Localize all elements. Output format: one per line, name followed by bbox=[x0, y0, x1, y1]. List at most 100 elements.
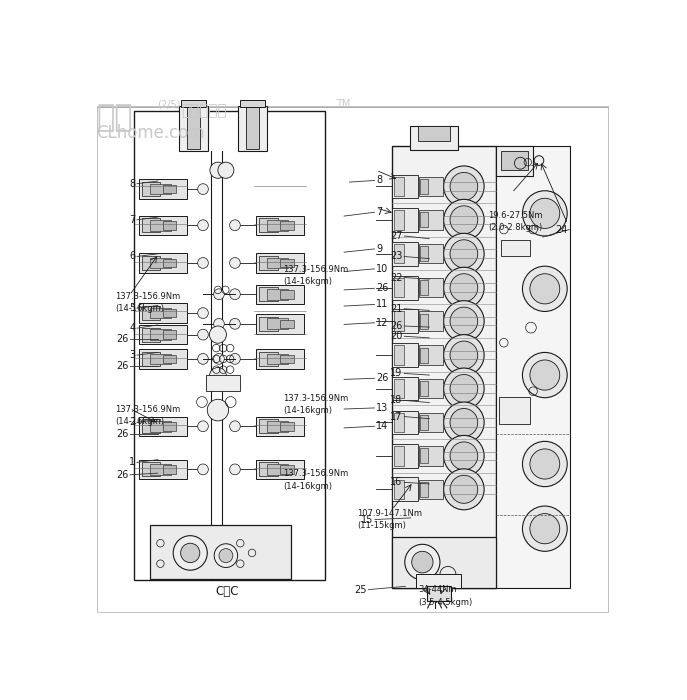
Text: 工程机械网: 工程机械网 bbox=[181, 103, 227, 118]
Circle shape bbox=[444, 233, 484, 274]
Bar bbox=[267, 220, 289, 230]
Bar bbox=[150, 464, 171, 475]
Circle shape bbox=[444, 469, 484, 510]
Bar bbox=[139, 325, 187, 344]
Text: 2: 2 bbox=[129, 417, 135, 428]
Bar bbox=[392, 174, 418, 198]
Bar bbox=[150, 525, 291, 579]
Bar bbox=[142, 328, 161, 342]
Bar bbox=[392, 208, 418, 232]
Bar bbox=[394, 176, 404, 196]
Text: 22: 22 bbox=[390, 272, 403, 283]
Bar bbox=[409, 125, 458, 150]
Circle shape bbox=[214, 544, 238, 568]
Bar bbox=[163, 465, 177, 474]
Circle shape bbox=[530, 360, 560, 390]
Bar bbox=[142, 306, 161, 320]
Bar bbox=[256, 416, 304, 436]
Circle shape bbox=[530, 514, 560, 544]
Bar bbox=[238, 106, 267, 151]
Text: 1: 1 bbox=[129, 457, 135, 468]
Bar bbox=[256, 216, 304, 235]
Bar bbox=[142, 463, 161, 477]
Bar bbox=[240, 100, 264, 106]
Text: 26: 26 bbox=[116, 361, 128, 371]
Text: 19.6-27.5Nm
(2.0-2.8kgm): 19.6-27.5Nm (2.0-2.8kgm) bbox=[488, 211, 542, 232]
Circle shape bbox=[450, 374, 477, 402]
Bar bbox=[420, 246, 428, 261]
Circle shape bbox=[229, 421, 240, 432]
Bar bbox=[142, 256, 161, 270]
Bar bbox=[394, 480, 404, 499]
Text: 26: 26 bbox=[376, 284, 388, 293]
Circle shape bbox=[444, 267, 484, 308]
Bar bbox=[267, 354, 289, 364]
Bar bbox=[392, 343, 418, 367]
Circle shape bbox=[450, 442, 477, 470]
Circle shape bbox=[198, 464, 208, 475]
Bar bbox=[142, 182, 161, 196]
Bar bbox=[499, 397, 530, 424]
Bar bbox=[420, 482, 428, 497]
Bar bbox=[256, 349, 304, 369]
Bar bbox=[392, 146, 496, 588]
Bar bbox=[394, 312, 404, 331]
Bar bbox=[418, 125, 449, 141]
Circle shape bbox=[444, 402, 484, 443]
Text: 17: 17 bbox=[390, 412, 403, 421]
Circle shape bbox=[229, 318, 240, 329]
Text: 9: 9 bbox=[376, 244, 382, 254]
Bar bbox=[394, 278, 404, 298]
Bar bbox=[418, 446, 442, 466]
Bar bbox=[418, 480, 442, 499]
Text: 137.3-156.9Nm
(14-16kgm): 137.3-156.9Nm (14-16kgm) bbox=[115, 405, 181, 426]
Circle shape bbox=[530, 449, 560, 479]
Bar bbox=[392, 276, 418, 300]
Bar bbox=[150, 421, 171, 432]
Text: CLhome.com: CLhome.com bbox=[96, 125, 205, 142]
Bar bbox=[280, 319, 293, 328]
Bar bbox=[150, 220, 171, 230]
Bar bbox=[163, 258, 177, 267]
Circle shape bbox=[198, 354, 208, 364]
Circle shape bbox=[450, 274, 477, 302]
Circle shape bbox=[229, 258, 240, 268]
Bar bbox=[392, 477, 418, 501]
Circle shape bbox=[198, 258, 208, 268]
Text: 20: 20 bbox=[390, 331, 403, 342]
Bar bbox=[392, 444, 418, 468]
Circle shape bbox=[229, 464, 240, 475]
Bar bbox=[139, 216, 187, 235]
Bar bbox=[259, 419, 278, 433]
Circle shape bbox=[198, 421, 208, 432]
Circle shape bbox=[405, 545, 440, 580]
Circle shape bbox=[450, 475, 477, 503]
Bar bbox=[418, 345, 442, 365]
Text: 137.3-156.9Nm
(14-16kgm): 137.3-156.9Nm (14-16kgm) bbox=[283, 470, 348, 491]
Bar bbox=[163, 221, 177, 230]
Bar bbox=[150, 354, 171, 364]
Bar bbox=[256, 460, 304, 479]
Bar bbox=[280, 258, 293, 267]
Bar bbox=[142, 352, 161, 366]
Circle shape bbox=[523, 506, 567, 552]
Bar bbox=[259, 287, 278, 301]
Bar bbox=[179, 106, 208, 151]
Circle shape bbox=[523, 190, 567, 236]
Text: 8: 8 bbox=[129, 178, 135, 189]
Circle shape bbox=[210, 326, 227, 343]
Bar bbox=[163, 330, 177, 339]
Circle shape bbox=[444, 301, 484, 342]
Text: 137.3-156.9Nm
(14-16kgm): 137.3-156.9Nm (14-16kgm) bbox=[283, 394, 348, 416]
Circle shape bbox=[210, 162, 226, 178]
Bar bbox=[259, 256, 278, 270]
Bar bbox=[394, 379, 404, 398]
Bar bbox=[139, 349, 187, 369]
Text: 15: 15 bbox=[361, 514, 374, 524]
Text: 23: 23 bbox=[390, 251, 403, 262]
Text: 26: 26 bbox=[390, 321, 403, 331]
Circle shape bbox=[450, 341, 477, 369]
Bar bbox=[392, 377, 418, 400]
Bar bbox=[420, 280, 428, 295]
Text: 5: 5 bbox=[129, 303, 135, 313]
